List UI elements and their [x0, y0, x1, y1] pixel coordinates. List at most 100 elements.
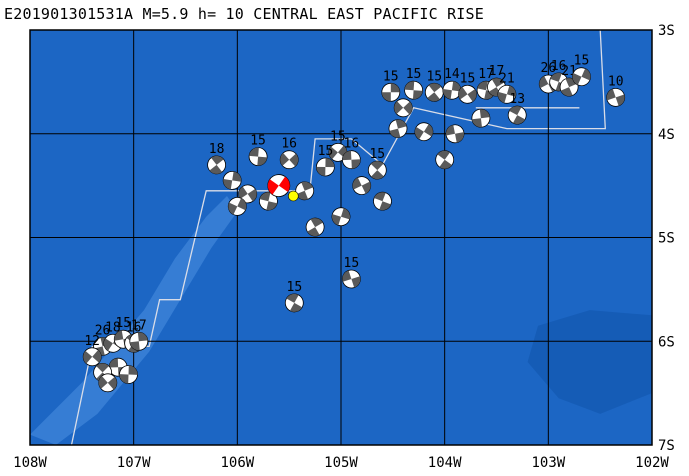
beachball-quadrant: [280, 153, 290, 166]
event-depth-label: 16: [344, 137, 360, 152]
event-beachball: [129, 331, 149, 351]
beachball-quadrant: [446, 124, 455, 136]
beachball-quadrant: [361, 181, 371, 194]
beachball-quadrant: [289, 153, 299, 167]
event-beachball: [388, 119, 408, 139]
event-depth-label: 13: [509, 92, 525, 107]
event-beachball: [305, 217, 325, 237]
beachball-quadrant: [232, 171, 242, 182]
longitude-label: 102W: [635, 455, 669, 471]
beachball-quadrant: [351, 276, 361, 288]
event-beachball: [222, 170, 242, 190]
beachball-quadrant: [223, 178, 233, 190]
event-beachball: [82, 347, 102, 367]
longitude-label: 107W: [117, 455, 151, 471]
beachball-quadrant: [103, 338, 113, 351]
beachball-quadrant: [310, 218, 323, 228]
event-depth-label: 15: [250, 134, 266, 149]
latitude-label: 3S: [658, 23, 675, 39]
beachball-quadrant: [257, 156, 268, 166]
event-beachball: [445, 124, 465, 144]
event-depth-label: 15: [330, 129, 346, 144]
beachball-quadrant: [442, 88, 452, 100]
beachball-quadrant: [412, 90, 423, 100]
beachball-quadrant: [209, 164, 223, 174]
beachball-quadrant: [114, 330, 124, 341]
latitude-label: 4S: [658, 127, 675, 143]
beachball-quadrant: [109, 358, 119, 368]
beachball-quadrant: [238, 186, 248, 199]
event-beachball: [497, 84, 517, 104]
event-depth-label: 15: [287, 280, 303, 295]
event-beachball: [458, 84, 477, 104]
latitude-label: 6S: [658, 334, 675, 350]
beachball-quadrant: [539, 75, 549, 89]
event-depth-label: 18: [105, 320, 121, 335]
beachball-quadrant: [259, 192, 271, 202]
beachball-quadrant: [560, 87, 573, 97]
event-beachball: [373, 191, 392, 211]
longitude-label: 103W: [531, 455, 565, 471]
longitude-label: 108W: [13, 455, 47, 471]
plate-boundary-line: [70, 30, 606, 445]
event-beachball: [414, 122, 434, 142]
map-title: E201901301531A M=5.9 h= 10 CENTRAL EAST …: [4, 5, 484, 23]
event-beachball: [404, 80, 424, 100]
event-beachball: [284, 293, 304, 313]
beachball-quadrant: [266, 201, 278, 211]
event-depth-label: 15: [383, 69, 399, 84]
event-beachball: [315, 157, 335, 177]
beachball-quadrant: [479, 109, 490, 119]
beachball-quadrant: [351, 159, 361, 169]
beachball-quadrant: [92, 350, 102, 363]
latitude-label: 5S: [658, 231, 675, 247]
event-depth-label: 21: [499, 71, 515, 86]
beachball-quadrant: [437, 150, 450, 160]
beachball-quadrant: [371, 170, 384, 180]
event-depth-label: 26: [95, 323, 111, 338]
beachball-quadrant: [341, 208, 350, 220]
beachball-quadrant: [328, 146, 338, 160]
beachball-quadrant: [477, 81, 488, 91]
beachball-quadrant: [352, 177, 362, 190]
beachball-quadrant: [211, 155, 224, 165]
event-beachball: [331, 207, 351, 227]
event-depth-label: 15: [115, 316, 131, 331]
beachball-quadrant: [455, 132, 464, 143]
beachball-quadrant: [395, 119, 407, 129]
deep-basin-patch: [527, 310, 652, 414]
beachball-quadrant: [572, 73, 582, 85]
main-event-beachball: [267, 174, 291, 198]
event-beachball: [227, 196, 247, 216]
events-layer: 15 15 15 14 15 171721261621151013151615151615…: [82, 54, 626, 393]
event-depth-label: 14: [444, 67, 460, 82]
beachball-quadrant: [615, 94, 625, 106]
plate-boundary-layer: [70, 30, 606, 445]
beachball-quadrant: [506, 85, 516, 97]
beachball-quadrant: [471, 118, 482, 128]
event-depth-label: 16: [126, 320, 142, 335]
event-depth-label: 17: [131, 318, 147, 333]
beachball-quadrant: [374, 192, 386, 202]
beachball-quadrant: [509, 106, 522, 116]
event-depth-label: 15: [460, 71, 476, 86]
event-depth-label: 10: [608, 74, 624, 89]
beachball-quadrant: [228, 202, 238, 215]
beachball-quadrant: [307, 227, 320, 237]
beachball-quadrant: [129, 341, 140, 351]
beachball-quadrant: [379, 201, 391, 211]
event-beachball: [606, 88, 626, 107]
event-beachball: [248, 147, 268, 167]
beachball-quadrant: [325, 158, 335, 168]
beachball-quadrant: [550, 72, 562, 82]
event-beachball: [341, 150, 361, 170]
beachball-quadrant: [390, 83, 400, 93]
longitude-label: 106W: [220, 455, 254, 471]
event-depth-label: 17: [489, 64, 505, 79]
longitude-label: 105W: [324, 455, 358, 471]
event-depth-label: 26: [541, 61, 557, 76]
event-beachball: [119, 365, 138, 384]
event-depth-label: 18: [209, 142, 225, 157]
event-beachball: [238, 184, 258, 204]
